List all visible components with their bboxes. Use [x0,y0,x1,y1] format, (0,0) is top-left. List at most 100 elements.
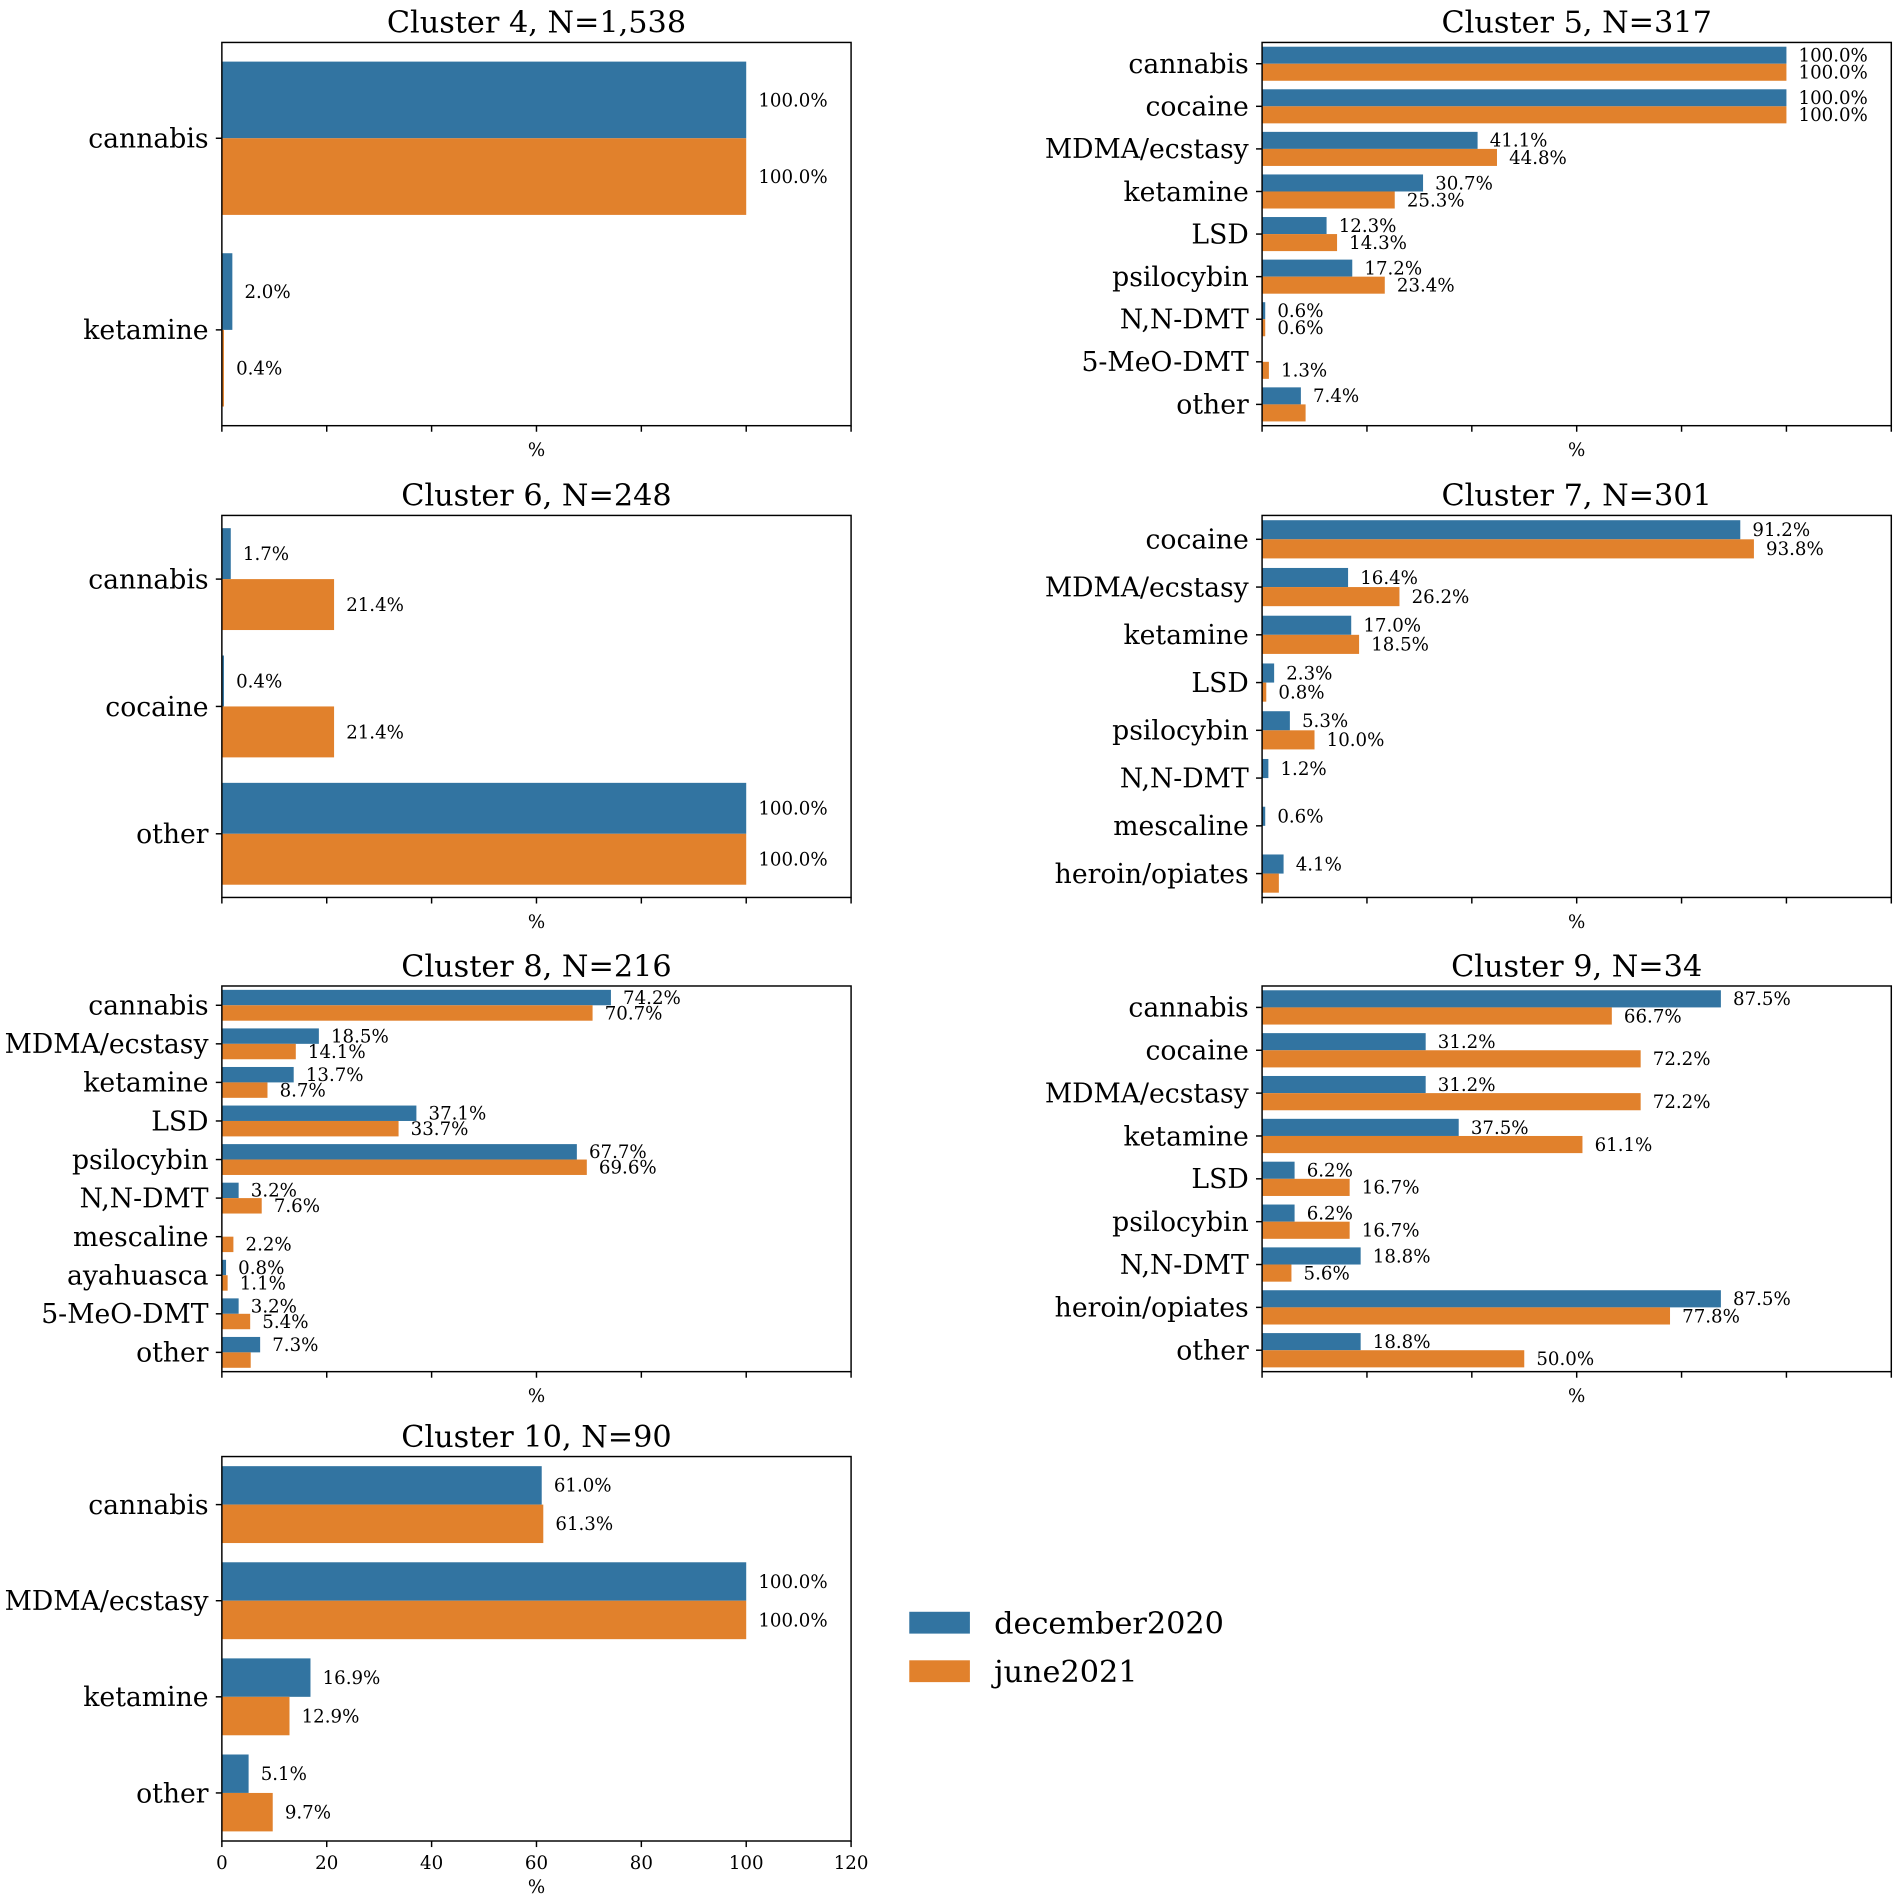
cluster-7-heroin-opiates-december2020-value-label: 4.1% [1296,854,1342,875]
cluster-7-cocaine-december2020-bar [1262,520,1741,540]
cluster-8-x-axis-label: % [528,1386,545,1407]
cluster-8-psilocybin-december2020-value-label: 67.7% [589,1142,647,1163]
cluster-10-ketamine-june2021-value-label: 12.9% [302,1706,360,1727]
cluster-7-mdma-ecstasy-june2021-bar [1262,587,1400,607]
cluster-10-cannabis-june2021-value-label: 61.3% [555,1514,613,1535]
cluster-10-x-tick-label-120: 120 [834,1853,869,1874]
cluster-8-category-label-mdma-ecstasy: MDMA/ecstasy [5,1029,209,1060]
cluster-5-category-label-mdma-ecstasy: MDMA/ecstasy [1045,134,1249,165]
cluster-6-other-june2021-bar [221,833,747,885]
cluster-6-category-label-cocaine: cocaine [105,692,208,723]
cluster-8-other-june2021-bar [221,1352,251,1368]
cluster-5-cannabis-december2020-bar [1262,46,1787,64]
cluster-8-n-n-dmt-december2020-bar [221,1182,239,1199]
cluster-9-category-label-cannabis: cannabis [1128,993,1248,1024]
cluster-5-cocaine-december2020-bar [1262,89,1787,107]
cluster-6-other-december2020-bar [221,782,747,834]
cluster-8-cannabis-december2020-bar [221,989,611,1006]
cluster-7-psilocybin-june2021-bar [1262,730,1315,750]
cluster-8-lsd-june2021-value-label: 33.7% [411,1119,469,1140]
cluster-5-category-label-psilocybin: psilocybin [1112,262,1249,293]
cluster-panels: Cluster 4, N=1,538 100.0% 2.0% 100.0% 0.4% ca… [5,6,1893,1898]
cluster-8-5-meo-dmt-june2021-bar [221,1313,251,1330]
cluster-4-x-axis-label: % [528,440,545,461]
cluster-5-cocaine-june2021-bar [1262,106,1787,124]
cluster-7-mdma-ecstasy-december2020-value-label: 16.4% [1360,568,1418,589]
cluster-9-cannabis-december2020-value-label: 87.5% [1733,989,1791,1010]
cluster-7-cocaine-december2020-value-label: 91.2% [1752,520,1810,541]
cluster-9-cocaine-june2021-value-label: 72.2% [1653,1049,1711,1070]
cluster-5-mdma-ecstasy-june2021-bar [1262,148,1497,166]
cluster-4-category-label-ketamine: ketamine [83,315,208,346]
cluster-7-n-n-dmt-december2020-bar [1262,758,1269,779]
cluster-8-cannabis-june2021-bar [221,1005,593,1021]
cluster-6-cocaine-december2020-value-label: 0.4% [236,671,282,692]
cluster-7-category-label-mdma-ecstasy: MDMA/ecstasy [1045,572,1249,603]
cluster-10-other-december2020-value-label: 5.1% [261,1764,307,1785]
cluster-9-other-december2020-value-label: 18.8% [1373,1332,1431,1353]
cluster-6-other-june2021-value-label: 100.0% [758,850,827,871]
cluster-7-lsd-december2020-bar [1262,663,1275,683]
cluster-8-n-n-dmt-june2021-bar [221,1198,262,1214]
cluster-9-mdma-ecstasy-december2020-value-label: 31.2% [1438,1075,1496,1096]
cluster-9-lsd-june2021-bar [1262,1178,1350,1196]
cluster-10-category-label-mdma-ecstasy: MDMA/ecstasy [5,1586,209,1617]
cluster-7-cocaine-june2021-value-label: 93.8% [1766,539,1824,560]
cluster-5-lsd-june2021-bar [1262,234,1338,252]
cluster-8-lsd-december2020-value-label: 37.1% [429,1104,487,1125]
cluster-6-cocaine-june2021-bar [221,706,335,758]
cluster-7-panel: Cluster 7, N=30191.2%16.4%17.0%2.3%5.3%1… [1045,479,1893,933]
cluster-10-mdma-ecstasy-june2021-bar [221,1600,747,1640]
cluster-5-category-label-cannabis: cannabis [1128,49,1248,80]
cluster-7-lsd-june2021-value-label: 0.8% [1278,682,1324,703]
cluster-9-ketamine-december2020-bar [1262,1118,1459,1136]
cluster-8-mdma-ecstasy-december2020-bar [221,1028,319,1044]
cluster-10-mdma-ecstasy-december2020-bar [221,1562,747,1601]
cluster-9-category-label-cocaine: cocaine [1145,1036,1248,1067]
cluster-4-category-label-cannabis: cannabis [88,124,208,155]
cluster-8-psilocybin-june2021-bar [221,1159,587,1175]
cluster-4-ketamine-june2021-value-label: 0.4% [236,359,282,380]
cluster-6-cocaine-june2021-value-label: 21.4% [346,722,404,743]
cluster-9-psilocybin-december2020-bar [1262,1204,1295,1222]
cluster-9-x-axis-label: % [1568,1386,1585,1407]
cluster-6-title: Cluster 6, N=248 [401,479,671,514]
legend-label-december2020: december2020 [994,1606,1224,1641]
cluster-9-lsd-december2020-value-label: 6.2% [1307,1161,1353,1182]
cluster-10-other-june2021-bar [221,1792,273,1832]
cluster-5-category-label-cocaine: cocaine [1145,92,1248,123]
cluster-6-panel: Cluster 6, N=248 1.7% 0.4% 100.0% 21.4% 21.4%… [88,479,852,933]
cluster-8-5-meo-dmt-june2021-value-label: 5.4% [262,1312,308,1333]
cluster-7-category-label-lsd: LSD [1191,668,1248,699]
cluster-8-category-label-lsd: LSD [151,1106,208,1137]
cluster-9-ketamine-june2021-bar [1262,1135,1583,1154]
cluster-6-cocaine-december2020-bar [221,655,224,707]
cluster-5-ketamine-december2020-bar [1262,174,1424,192]
cluster-5-psilocybin-june2021-value-label: 23.4% [1397,276,1455,297]
cluster-10-ketamine-june2021-bar [221,1696,290,1736]
cluster-5-mdma-ecstasy-december2020-bar [1262,131,1478,149]
cluster-6-cannabis-december2020-value-label: 1.7% [243,544,289,565]
cluster-8-ketamine-june2021-bar [221,1082,268,1098]
cluster-8-mdma-ecstasy-june2021-value-label: 14.1% [308,1042,366,1063]
cluster-5-lsd-june2021-value-label: 14.3% [1349,233,1407,254]
cluster-8-5-meo-dmt-december2020-value-label: 3.2% [251,1296,297,1317]
cluster-5-category-label-lsd: LSD [1191,219,1248,250]
cluster-7-mescaline-december2020-value-label: 0.6% [1277,807,1323,828]
cluster-9-category-label-lsd: LSD [1191,1164,1248,1195]
cluster-7-category-label-mescaline: mescaline [1113,811,1249,842]
cluster-6-x-axis-label: % [528,912,545,933]
cluster-9-n-n-dmt-june2021-value-label: 5.6% [1304,1263,1350,1284]
cluster-8-ketamine-december2020-value-label: 13.7% [306,1065,364,1086]
cluster-7-category-label-ketamine: ketamine [1123,620,1248,651]
cluster-5-category-label-n-n-dmt: N,N-DMT [1120,305,1249,336]
cluster-10-ketamine-december2020-value-label: 16.9% [323,1668,381,1689]
cluster-9-psilocybin-june2021-value-label: 16.7% [1362,1221,1420,1242]
cluster-6-other-december2020-value-label: 100.0% [758,799,827,820]
cluster-10-title: Cluster 10, N=90 [401,1420,671,1455]
cluster-8-category-label-5-meo-dmt: 5-MeO-DMT [41,1299,209,1330]
cluster-7-psilocybin-december2020-bar [1262,711,1290,731]
cluster-10-mdma-ecstasy-december2020-value-label: 100.0% [758,1572,827,1593]
cluster-5-cannabis-december2020-value-label: 100.0% [1799,46,1868,67]
cluster-9-n-n-dmt-june2021-bar [1262,1264,1292,1282]
